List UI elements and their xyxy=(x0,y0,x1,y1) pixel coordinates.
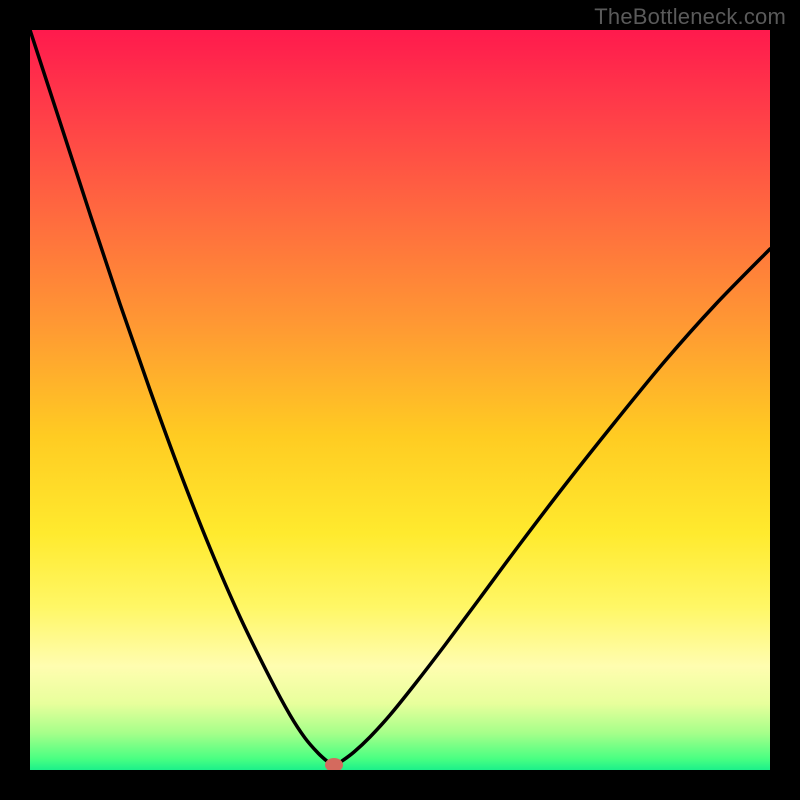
curve-path xyxy=(30,30,770,766)
plot-area xyxy=(30,30,770,770)
watermark-text: TheBottleneck.com xyxy=(594,4,786,30)
bottleneck-curve xyxy=(30,30,770,770)
